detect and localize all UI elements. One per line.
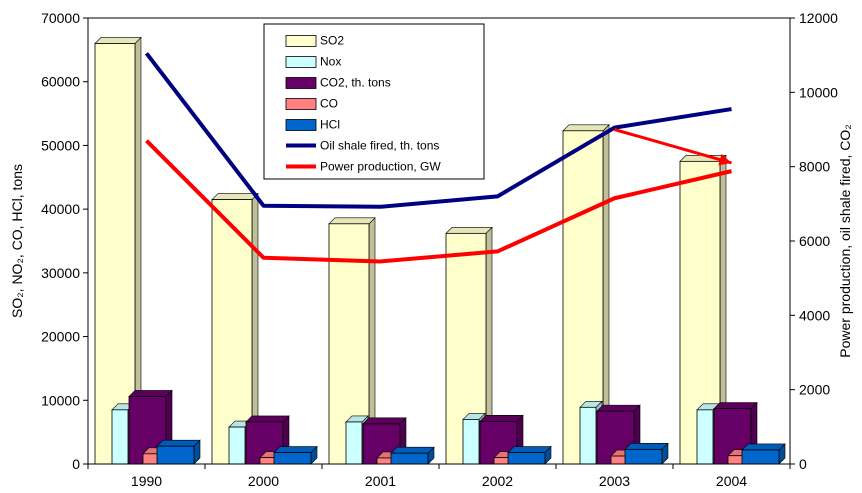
bar-hcl-2001-front: [390, 452, 429, 465]
y-axis-left-title: SO₂, NO₂, CO, HCl, tons: [9, 164, 25, 318]
bar-hcl-2003-top: [624, 443, 669, 450]
legend-swatch: [285, 77, 317, 89]
bar-hcl-1990: [156, 439, 201, 465]
bar-so2-2000: [211, 192, 259, 465]
y-right-tick-label: 4000: [799, 307, 830, 323]
y-left-tick-label: 60000: [41, 74, 80, 90]
bar-nox-2004-front: [696, 409, 714, 465]
x-tick-label: 2000: [248, 473, 279, 489]
y-axis-right-title: Power production, oil shale fired, CO₂: [837, 124, 853, 357]
y-left-tick-label: 30000: [41, 265, 80, 281]
y-right-tick-label: 6000: [799, 233, 830, 249]
legend-label: Nox: [320, 55, 341, 69]
y-right-tick-label: 10000: [799, 84, 838, 100]
bar-hcl-2000-top: [273, 446, 318, 453]
annotation-arrow-shaft: [614, 128, 732, 165]
legend-label: HCl: [320, 118, 340, 132]
bar-so2-1990: [94, 36, 142, 465]
y-right-tick-label: 0: [799, 456, 807, 472]
bar-hcl-2001-top: [390, 446, 435, 454]
bar-co2-th-tons-1990-top: [128, 390, 173, 397]
bar-co2-th-tons-2002-top: [479, 415, 524, 422]
bar-hcl-2002: [507, 445, 552, 465]
legend-label: CO: [320, 97, 338, 111]
bar-hcl-2004-top: [741, 443, 786, 451]
x-tick-label: 1990: [131, 473, 162, 489]
legend-item-co2-th-tons: CO2, th. tons: [285, 76, 391, 90]
legend-swatch: [285, 98, 317, 110]
bar-co-2001-front: [376, 457, 393, 465]
y-right-tick-label: 2000: [799, 382, 830, 398]
bars-layer: [94, 36, 786, 465]
bar-so2-2001-top: [328, 217, 376, 225]
bar-hcl-2000: [273, 445, 318, 465]
bar-co2-th-tons-2000-top: [245, 415, 290, 423]
bar-co-2004-front: [727, 455, 744, 465]
bar-so2-1990-top: [94, 37, 142, 44]
annotation-arrow-head: [718, 153, 732, 166]
legend-label: Power production, GW: [320, 160, 441, 174]
bar-nox-2000-front: [228, 426, 246, 465]
bar-nox-2003-front: [579, 406, 597, 465]
x-tick-label: 2001: [365, 473, 396, 489]
bar-hcl-1990-top: [156, 439, 201, 447]
bar-nox-1990-front: [111, 409, 129, 465]
y-left-tick-label: 40000: [41, 201, 80, 217]
legend-item-oil-shale-fired-th-tons: Oil shale fired, th. tons: [286, 139, 439, 153]
bar-co2-th-tons-2004-top: [713, 402, 758, 409]
legend-label: SO2: [320, 34, 344, 48]
x-tick-label: 2003: [599, 473, 630, 489]
y-left-tick-label: 10000: [41, 392, 80, 408]
bar-so2-2002-top: [445, 227, 493, 234]
legend: SO2 Nox CO2, th. tons CO HCl Oil shale fired,…: [263, 23, 485, 180]
bar-co2-th-tons-2003-top: [596, 404, 641, 412]
y-left-tick-label: 20000: [41, 329, 80, 345]
bar-nox-2002-front: [462, 418, 480, 465]
bar-hcl-2004: [741, 443, 786, 465]
bar-hcl-2003-front: [624, 448, 663, 465]
legend-item-so2: SO2: [285, 34, 344, 48]
x-tick-label: 2004: [716, 473, 747, 489]
y-left-tick-label: 70000: [41, 10, 80, 26]
bar-so2-2003-top: [562, 124, 610, 132]
bar-co-2003-front: [610, 455, 627, 465]
bar-so2-2000-front: [211, 199, 253, 465]
bar-co-2002-front: [493, 457, 510, 465]
bar-hcl-2000-front: [273, 452, 312, 465]
legend-swatch: [285, 56, 317, 68]
bar-nox-2001-front: [345, 421, 363, 465]
bar-hcl-2003: [624, 442, 669, 465]
line-power-production-gw: [145, 139, 732, 264]
legend-label: Oil shale fired, th. tons: [320, 139, 439, 153]
y-right-tick-label: 12000: [799, 10, 838, 26]
legend-swatch: [285, 119, 317, 131]
line-oil-shale-fired-th-tons: [144, 52, 732, 209]
legend-label: CO2, th. tons: [320, 76, 391, 90]
y-left-tick-label: 50000: [41, 137, 80, 153]
legend-item-power-production-gw: Power production, GW: [286, 160, 441, 174]
legend-item-nox: Nox: [285, 55, 341, 69]
bar-co-1990-front: [142, 453, 159, 465]
lines-layer: [144, 52, 732, 264]
bar-hcl-2001: [390, 446, 435, 465]
legend-item-hcl: HCl: [285, 118, 340, 132]
x-tick-label: 2002: [482, 473, 513, 489]
bar-co-2000-front: [259, 457, 276, 465]
bar-hcl-2002-front: [507, 452, 546, 465]
bar-co2-th-tons-2001-top: [362, 417, 407, 425]
legend-item-co: CO: [285, 97, 338, 111]
bar-hcl-2004-front: [741, 449, 780, 465]
bar-so2-2000-top: [211, 193, 259, 200]
axes-layer: 0 10000 20000 30000 40000 50000 60000 70000 0 200…: [41, 10, 838, 489]
bar-so2-1990-front: [94, 43, 136, 465]
legend-swatch: [285, 35, 317, 47]
y-left-tick-label: 0: [72, 456, 80, 472]
y-right-tick-label: 8000: [799, 159, 830, 175]
bar-hcl-2002-top: [507, 446, 552, 453]
bar-hcl-1990-front: [156, 445, 195, 465]
